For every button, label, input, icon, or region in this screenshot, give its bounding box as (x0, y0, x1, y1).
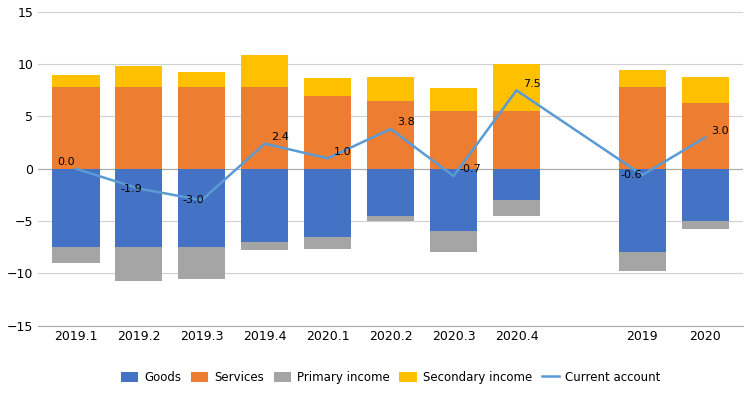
Text: -1.9: -1.9 (120, 184, 142, 194)
Bar (430, 169, 477, 231)
Bar (178, 169, 226, 247)
Bar (304, 169, 351, 237)
Bar (619, 252, 666, 271)
Bar (116, 169, 163, 247)
Text: -0.7: -0.7 (460, 164, 482, 175)
Bar (367, 77, 414, 101)
Bar (493, 111, 540, 169)
Bar (178, 87, 226, 169)
Text: 0.0: 0.0 (57, 157, 75, 167)
Bar (242, 242, 288, 250)
Bar (682, 77, 729, 103)
Bar (619, 71, 666, 87)
Bar (178, 71, 226, 87)
Bar (430, 88, 477, 111)
Bar (682, 103, 729, 169)
Bar (53, 87, 100, 169)
Bar (116, 247, 163, 281)
Text: 7.5: 7.5 (523, 79, 541, 89)
Bar (682, 169, 729, 221)
Bar (493, 64, 540, 111)
Text: -3.0: -3.0 (183, 195, 205, 205)
Bar (53, 75, 100, 87)
Bar (116, 66, 163, 87)
Text: 3.0: 3.0 (712, 126, 729, 136)
Bar (242, 87, 288, 169)
Bar (430, 231, 477, 252)
Bar (304, 96, 351, 169)
Bar (430, 111, 477, 169)
Text: -0.6: -0.6 (620, 170, 642, 180)
Legend: Goods, Services, Primary income, Secondary income, Current account: Goods, Services, Primary income, Seconda… (116, 366, 665, 389)
Bar (619, 87, 666, 169)
Text: 2.4: 2.4 (271, 132, 289, 142)
Bar (493, 169, 540, 200)
Bar (242, 169, 288, 242)
Text: 1.0: 1.0 (334, 147, 352, 157)
Bar (116, 87, 163, 169)
Bar (53, 247, 100, 263)
Bar (367, 101, 414, 169)
Bar (493, 200, 540, 216)
Bar (242, 55, 288, 87)
Bar (178, 247, 226, 279)
Bar (304, 237, 351, 249)
Bar (619, 169, 666, 252)
Bar (367, 216, 414, 221)
Bar (682, 221, 729, 229)
Bar (304, 78, 351, 96)
Text: 3.8: 3.8 (397, 118, 415, 127)
Bar (367, 169, 414, 216)
Bar (53, 169, 100, 247)
